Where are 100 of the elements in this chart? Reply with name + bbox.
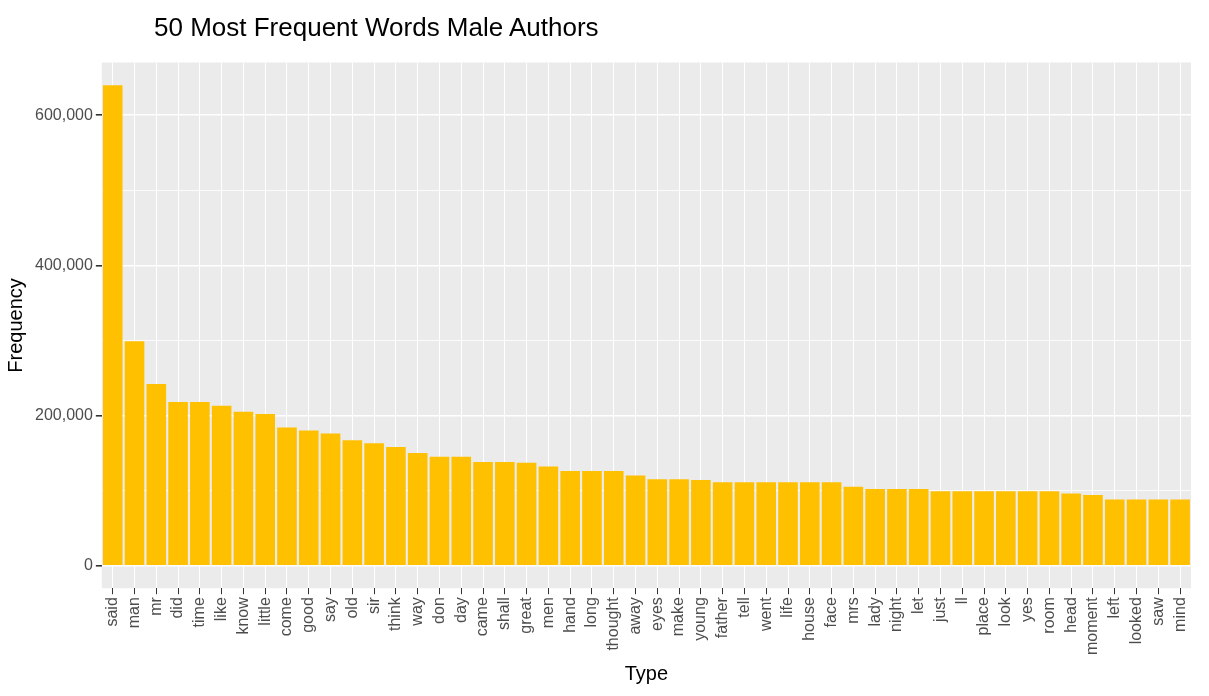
bar — [211, 405, 232, 565]
bar — [364, 443, 384, 565]
bar — [952, 491, 973, 565]
bar — [712, 482, 733, 565]
x-tick-label: lady — [865, 597, 883, 627]
x-tick-label: said — [103, 597, 121, 627]
bar — [843, 486, 864, 565]
x-tick-label: shall — [495, 597, 513, 631]
bar — [320, 433, 341, 565]
x-tick-label: let — [909, 596, 927, 615]
x-tick-label: mrs — [843, 597, 861, 624]
bar — [429, 456, 450, 565]
bar — [255, 414, 276, 565]
x-tick-label: place — [974, 597, 992, 636]
x-tick-label: don — [429, 597, 447, 624]
x-tick-label: went — [756, 596, 774, 632]
bar — [538, 466, 559, 565]
bar — [1039, 491, 1060, 565]
bar — [342, 440, 363, 565]
bar — [1017, 491, 1038, 565]
x-tick-label: father — [713, 596, 731, 639]
x-axis-title: Type — [624, 661, 669, 684]
bar — [516, 462, 537, 565]
bar — [625, 475, 646, 565]
x-tick-label: old — [342, 597, 360, 619]
bar — [669, 479, 689, 565]
bar — [1104, 499, 1125, 565]
y-axis-title: Frequency — [3, 278, 26, 373]
x-tick-label: away — [625, 597, 643, 635]
bar — [1061, 493, 1081, 565]
bar — [473, 462, 493, 565]
bar — [756, 482, 777, 565]
bar — [407, 453, 428, 565]
x-tick-label: came — [473, 597, 491, 637]
x-tick-label: ll — [952, 597, 970, 605]
bar — [887, 489, 907, 565]
bar — [734, 482, 755, 565]
x-tick-label: did — [168, 597, 186, 619]
bar — [298, 430, 319, 565]
bar — [451, 456, 472, 565]
bar — [908, 489, 929, 565]
bar — [277, 427, 297, 565]
bar — [974, 491, 994, 565]
x-tick-label: life — [778, 597, 796, 618]
bar — [1170, 499, 1190, 565]
x-tick-label: face — [821, 597, 839, 628]
bar — [865, 489, 885, 565]
x-tick-label: night — [887, 596, 905, 632]
bar — [168, 401, 188, 565]
bar — [647, 479, 668, 565]
x-tick-label: mind — [1170, 597, 1188, 632]
x-tick-label: men — [538, 597, 556, 629]
x-tick-label: young — [691, 597, 709, 641]
x-tick-label: make — [669, 597, 687, 637]
x-tick-label: tell — [734, 597, 752, 618]
x-tick-label: head — [1061, 597, 1079, 633]
bar — [233, 411, 254, 565]
x-tick-label: say — [320, 597, 338, 623]
bar — [386, 447, 406, 565]
x-tick-label: hand — [560, 597, 578, 633]
x-tick-label: long — [582, 597, 600, 628]
bar — [560, 471, 580, 565]
x-tick-label: time — [190, 597, 208, 628]
x-tick-label: house — [800, 597, 818, 641]
bar — [124, 341, 145, 565]
bar — [778, 482, 798, 565]
x-tick-label: great — [517, 596, 535, 634]
bar — [1126, 499, 1147, 565]
y-tick-label: 600,000 — [34, 105, 93, 123]
x-tick-label: moment — [1083, 596, 1101, 655]
x-tick-label: little — [255, 597, 273, 626]
x-tick-label: think — [386, 596, 404, 631]
x-tick-label: yes — [1018, 597, 1036, 623]
x-tick-label: man — [124, 597, 142, 629]
x-tick-label: looked — [1126, 597, 1144, 645]
bar — [582, 471, 602, 565]
x-tick-label: left — [1105, 596, 1123, 619]
y-tick-label: 400,000 — [34, 255, 93, 273]
bar — [1083, 495, 1103, 565]
bar — [190, 401, 210, 565]
bar — [102, 85, 123, 565]
x-tick-label: come — [277, 597, 295, 637]
x-tick-label: sir — [364, 596, 382, 615]
bar — [821, 482, 842, 565]
x-tick-label: look — [996, 596, 1014, 627]
bar — [799, 482, 820, 565]
bar — [146, 383, 167, 565]
x-tick-label: day — [451, 597, 469, 623]
bar — [930, 491, 951, 565]
x-tick-label: know — [233, 596, 251, 635]
x-tick-label: eyes — [647, 597, 665, 631]
x-tick-label: just — [930, 596, 948, 624]
x-tick-label: saw — [1148, 596, 1166, 626]
x-tick-label: mr — [146, 596, 164, 616]
bar — [1148, 499, 1169, 565]
x-tick-label: thought — [604, 596, 622, 651]
x-tick-label: like — [212, 597, 230, 622]
x-tick-label: room — [1039, 597, 1057, 634]
y-tick-label: 200,000 — [34, 405, 93, 423]
bar — [996, 491, 1016, 565]
